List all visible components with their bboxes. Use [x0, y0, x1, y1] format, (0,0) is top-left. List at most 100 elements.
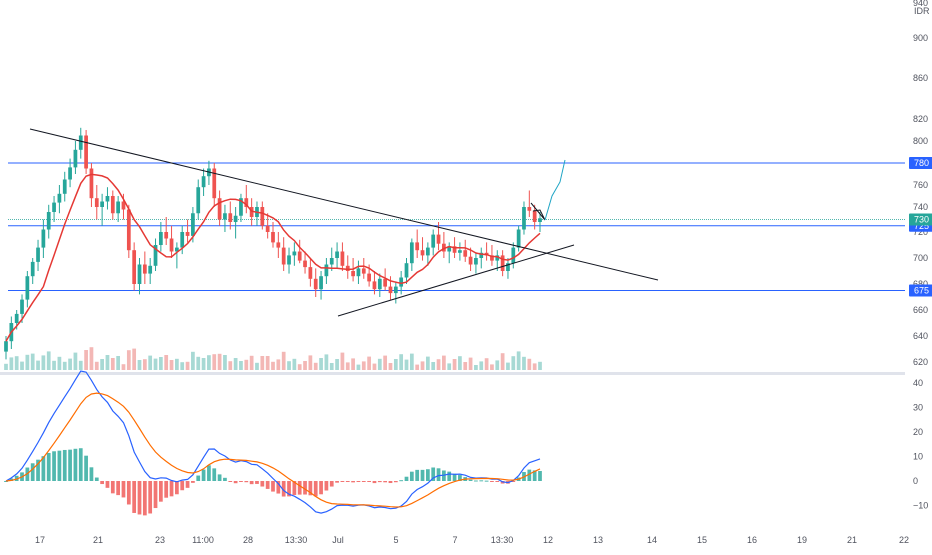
candle[interactable]	[516, 225, 521, 252]
candle[interactable]	[393, 281, 398, 304]
candle[interactable]	[377, 273, 382, 297]
candle[interactable]	[303, 251, 307, 274]
candle[interactable]	[68, 158, 72, 188]
candle[interactable]	[409, 238, 414, 272]
candle[interactable]	[158, 222, 163, 252]
candle[interactable]	[244, 185, 249, 214]
candle[interactable]	[100, 193, 104, 226]
candle[interactable]	[415, 229, 420, 259]
candle[interactable]	[164, 217, 169, 245]
candle[interactable]	[532, 204, 537, 230]
candle[interactable]	[468, 247, 473, 271]
candle[interactable]	[30, 258, 35, 284]
candle[interactable]	[89, 163, 94, 207]
candle[interactable]	[110, 190, 115, 220]
candle[interactable]	[132, 242, 137, 291]
candle[interactable]	[94, 185, 99, 220]
candle[interactable]	[196, 179, 201, 220]
candle[interactable]	[217, 190, 222, 226]
candle[interactable]	[57, 185, 62, 214]
candle[interactable]	[276, 232, 281, 258]
projection-path[interactable]	[544, 159, 566, 221]
candle[interactable]	[297, 239, 302, 264]
candle[interactable]	[62, 171, 67, 202]
candle[interactable]	[511, 242, 516, 269]
candle[interactable]	[479, 247, 484, 269]
candle[interactable]	[201, 168, 206, 197]
descending-trendline[interactable]	[29, 128, 659, 281]
candle[interactable]	[458, 242, 462, 261]
candle[interactable]	[340, 242, 345, 271]
candle[interactable]	[223, 204, 227, 232]
candle[interactable]	[116, 196, 121, 222]
candle[interactable]	[255, 201, 259, 226]
candle[interactable]	[52, 196, 56, 222]
candle[interactable]	[383, 268, 388, 291]
candle[interactable]	[329, 247, 334, 271]
candle[interactable]	[490, 245, 494, 266]
candle[interactable]	[442, 232, 446, 258]
flag-pattern-lines[interactable]	[530, 202, 546, 221]
candle[interactable]	[185, 219, 190, 243]
candle[interactable]	[425, 242, 430, 266]
candle[interactable]	[105, 187, 110, 210]
candle[interactable]	[41, 219, 46, 259]
candle[interactable]	[212, 163, 217, 207]
candle[interactable]	[527, 190, 532, 218]
macd-line[interactable]	[5, 370, 541, 514]
candle[interactable]	[500, 250, 505, 277]
candle[interactable]	[142, 251, 147, 285]
candle[interactable]	[46, 204, 51, 239]
candle[interactable]	[436, 222, 441, 251]
pane-separator[interactable]	[0, 372, 905, 375]
candle[interactable]	[356, 260, 361, 284]
candle[interactable]	[431, 229, 436, 256]
candle[interactable]	[207, 160, 211, 185]
candle[interactable]	[372, 271, 377, 295]
candle[interactable]	[239, 193, 243, 222]
candle[interactable]	[474, 252, 478, 274]
candle[interactable]	[84, 130, 88, 174]
candle[interactable]	[73, 141, 78, 174]
candle[interactable]	[335, 242, 339, 269]
candle[interactable]	[126, 204, 131, 258]
candle[interactable]	[25, 271, 30, 308]
candle[interactable]	[260, 201, 265, 230]
candle[interactable]	[265, 213, 270, 239]
candle[interactable]	[78, 127, 83, 159]
candle[interactable]	[506, 258, 510, 279]
candle[interactable]	[228, 201, 233, 230]
ascending-trendline[interactable]	[337, 244, 575, 317]
candle[interactable]	[137, 258, 142, 295]
signal-line[interactable]	[5, 392, 541, 508]
moving-average-line[interactable]	[5, 173, 541, 342]
candle[interactable]	[447, 242, 452, 264]
candle[interactable]	[345, 255, 350, 279]
candle[interactable]	[175, 242, 179, 269]
candle[interactable]	[287, 247, 291, 274]
candle[interactable]	[271, 222, 275, 248]
candle[interactable]	[420, 237, 425, 261]
candle[interactable]	[148, 258, 153, 284]
candle[interactable]	[249, 198, 254, 226]
candle[interactable]	[463, 239, 468, 262]
candle[interactable]	[233, 207, 238, 239]
candle[interactable]	[495, 250, 500, 271]
candle[interactable]	[319, 271, 323, 300]
candle[interactable]	[484, 242, 489, 261]
candle[interactable]	[308, 258, 313, 287]
candle[interactable]	[404, 258, 409, 284]
candle[interactable]	[313, 268, 318, 297]
candle[interactable]	[522, 201, 526, 235]
candle[interactable]	[361, 258, 366, 279]
candle[interactable]	[292, 242, 297, 266]
candle[interactable]	[36, 239, 40, 271]
candle[interactable]	[281, 237, 286, 271]
candle[interactable]	[153, 238, 158, 272]
candle[interactable]	[169, 225, 174, 258]
candle[interactable]	[538, 212, 542, 232]
candle[interactable]	[324, 258, 329, 284]
candle[interactable]	[180, 225, 185, 255]
